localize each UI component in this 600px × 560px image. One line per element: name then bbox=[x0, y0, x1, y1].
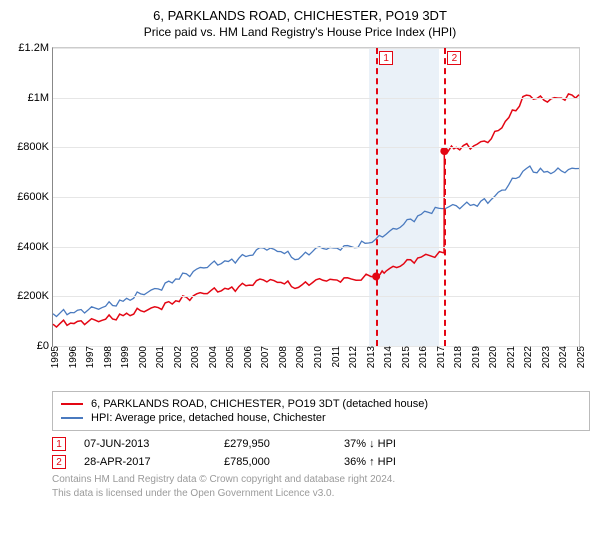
marker-price: £785,000 bbox=[224, 456, 344, 468]
x-axis-label: 2014 bbox=[383, 346, 389, 368]
footnote-line: This data is licensed under the Open Gov… bbox=[52, 487, 590, 501]
price-chart: £0£200K£400K£600K£800K£1M£1.2M1995199619… bbox=[52, 47, 580, 387]
x-axis-label: 2015 bbox=[401, 346, 407, 368]
x-axis-label: 2020 bbox=[488, 346, 494, 368]
x-axis-label: 2022 bbox=[523, 346, 529, 368]
x-axis-label: 2019 bbox=[471, 346, 477, 368]
page-subtitle: Price paid vs. HM Land Registry's House … bbox=[10, 25, 590, 39]
legend-item: 6, PARKLANDS ROAD, CHICHESTER, PO19 3DT … bbox=[61, 398, 581, 410]
x-axis-label: 2001 bbox=[155, 346, 161, 368]
x-axis-label: 2010 bbox=[313, 346, 319, 368]
y-axis-label: £200K bbox=[11, 290, 49, 302]
y-axis-label: £400K bbox=[11, 241, 49, 253]
footnote: Contains HM Land Registry data © Crown c… bbox=[52, 473, 590, 500]
y-axis-label: £600K bbox=[11, 191, 49, 203]
y-axis-label: £800K bbox=[11, 141, 49, 153]
marker-number: 1 bbox=[52, 437, 66, 451]
x-axis-label: 2003 bbox=[190, 346, 196, 368]
x-axis-label: 1998 bbox=[103, 346, 109, 368]
marker-date: 07-JUN-2013 bbox=[84, 438, 224, 450]
legend-swatch bbox=[61, 417, 83, 419]
marker-row: 2 28-APR-2017£785,00036% ↑ HPI bbox=[52, 455, 590, 469]
marker-pct: 37% ↓ HPI bbox=[344, 438, 454, 450]
marker-date: 28-APR-2017 bbox=[84, 456, 224, 468]
legend-item: HPI: Average price, detached house, Chic… bbox=[61, 412, 581, 424]
x-axis-label: 1995 bbox=[50, 346, 56, 368]
x-axis-label: 2017 bbox=[436, 346, 442, 368]
marker-badge: 1 bbox=[379, 51, 393, 65]
x-axis-label: 2011 bbox=[331, 346, 337, 368]
legend-label: 6, PARKLANDS ROAD, CHICHESTER, PO19 3DT … bbox=[91, 398, 428, 410]
x-axis-label: 2023 bbox=[541, 346, 547, 368]
gridline bbox=[53, 48, 579, 49]
x-axis-label: 1996 bbox=[68, 346, 74, 368]
footnote-line: Contains HM Land Registry data © Crown c… bbox=[52, 473, 590, 487]
x-axis-label: 2000 bbox=[138, 346, 144, 368]
gridline bbox=[53, 247, 579, 248]
page-title: 6, PARKLANDS ROAD, CHICHESTER, PO19 3DT bbox=[10, 8, 590, 23]
marker-row: 1 07-JUN-2013£279,95037% ↓ HPI bbox=[52, 437, 590, 451]
x-axis-label: 2021 bbox=[506, 346, 512, 368]
x-axis-label: 2013 bbox=[366, 346, 372, 368]
x-axis-label: 2005 bbox=[225, 346, 231, 368]
x-axis-label: 2002 bbox=[173, 346, 179, 368]
marker-pct: 36% ↑ HPI bbox=[344, 456, 454, 468]
y-axis-label: £1.2M bbox=[11, 42, 49, 54]
series-line bbox=[53, 94, 579, 327]
x-axis-label: 2008 bbox=[278, 346, 284, 368]
marker-vline bbox=[444, 48, 446, 346]
x-axis-label: 2012 bbox=[348, 346, 354, 368]
legend-swatch bbox=[61, 403, 83, 405]
markers-table: 1 07-JUN-2013£279,95037% ↓ HPI 2 28-APR-201… bbox=[52, 437, 590, 469]
x-axis-label: 2009 bbox=[295, 346, 301, 368]
y-axis-label: £0 bbox=[11, 340, 49, 352]
y-axis-label: £1M bbox=[11, 92, 49, 104]
legend: 6, PARKLANDS ROAD, CHICHESTER, PO19 3DT … bbox=[52, 391, 590, 431]
series-line bbox=[53, 166, 579, 316]
gridline bbox=[53, 296, 579, 297]
gridline bbox=[53, 197, 579, 198]
x-axis-label: 2025 bbox=[576, 346, 582, 368]
x-axis-label: 2016 bbox=[418, 346, 424, 368]
x-axis-label: 1997 bbox=[85, 346, 91, 368]
legend-label: HPI: Average price, detached house, Chic… bbox=[91, 412, 326, 424]
marker-number: 2 bbox=[52, 455, 66, 469]
x-axis-label: 2018 bbox=[453, 346, 459, 368]
x-axis-label: 2007 bbox=[260, 346, 266, 368]
x-axis-label: 2004 bbox=[208, 346, 214, 368]
marker-badge: 2 bbox=[447, 51, 461, 65]
x-axis-label: 1999 bbox=[120, 346, 126, 368]
x-axis-label: 2024 bbox=[558, 346, 564, 368]
x-axis-label: 2006 bbox=[243, 346, 249, 368]
marker-vline bbox=[376, 48, 378, 346]
marker-price: £279,950 bbox=[224, 438, 344, 450]
gridline bbox=[53, 98, 579, 99]
gridline bbox=[53, 147, 579, 148]
